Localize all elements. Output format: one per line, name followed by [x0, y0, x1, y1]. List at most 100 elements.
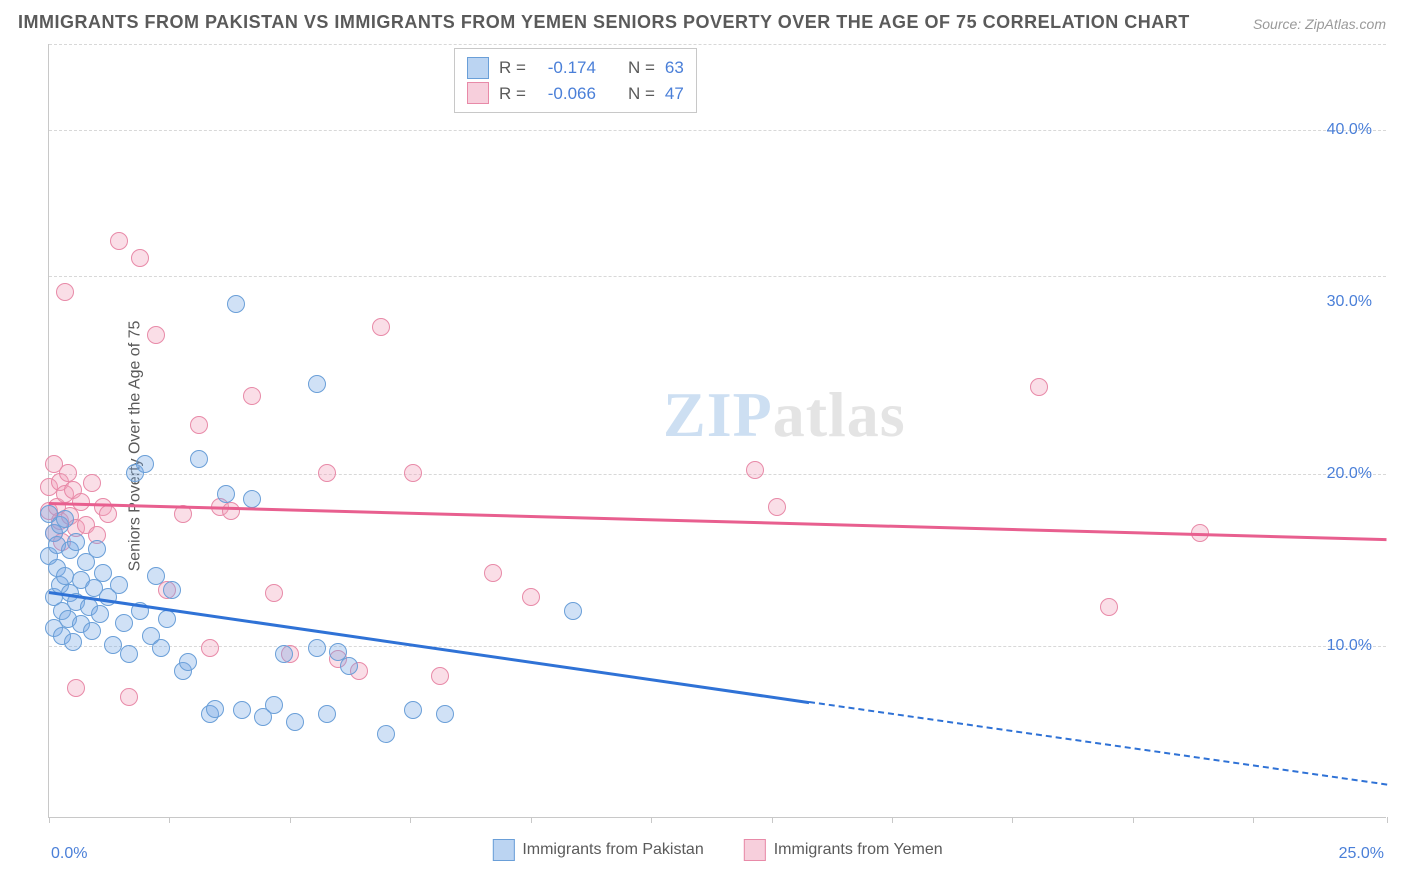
watermark: ZIPatlas	[663, 378, 906, 452]
n-label: N =	[628, 81, 655, 107]
pakistan-point	[64, 633, 82, 651]
yemen-point	[56, 283, 74, 301]
pakistan-point	[56, 510, 74, 528]
legend-label: Immigrants from Yemen	[774, 841, 943, 859]
gridline	[49, 474, 1386, 475]
pakistan-point	[83, 622, 101, 640]
pakistan-point	[436, 705, 454, 723]
y-tick-label: 30.0%	[1327, 293, 1372, 311]
gridline	[49, 44, 1386, 45]
x-tick	[410, 817, 411, 823]
y-tick-label: 20.0%	[1327, 465, 1372, 483]
x-tick	[1253, 817, 1254, 823]
x-tick	[49, 817, 50, 823]
pakistan-point	[243, 490, 261, 508]
chart-title: IMMIGRANTS FROM PAKISTAN VS IMMIGRANTS F…	[18, 12, 1190, 33]
x-axis-max-label: 25.0%	[1339, 845, 1384, 863]
r-value: -0.174	[536, 55, 596, 81]
yemen-point	[59, 464, 77, 482]
n-value: 47	[665, 81, 684, 107]
gridline	[49, 646, 1386, 647]
gridline	[49, 130, 1386, 131]
source-prefix: Source:	[1253, 16, 1305, 32]
pakistan-point	[233, 701, 251, 719]
yemen-point	[372, 318, 390, 336]
pakistan-point	[190, 450, 208, 468]
yemen-point	[522, 588, 540, 606]
r-label: R =	[499, 55, 526, 81]
pakistan-point	[94, 564, 112, 582]
legend-item: Immigrants from Yemen	[744, 839, 943, 861]
yemen-point	[222, 502, 240, 520]
pakistan-point	[120, 645, 138, 663]
source-attribution: Source: ZipAtlas.com	[1253, 16, 1386, 32]
watermark-zip: ZIP	[663, 379, 773, 450]
yemen-point	[746, 461, 764, 479]
pakistan-point	[88, 540, 106, 558]
yemen-point	[120, 688, 138, 706]
yemen-point	[131, 249, 149, 267]
series-legend: Immigrants from Pakistan Immigrants from …	[492, 839, 942, 861]
yemen-point	[190, 416, 208, 434]
gridline	[49, 276, 1386, 277]
pakistan-point	[340, 657, 358, 675]
pakistan-point	[308, 375, 326, 393]
x-tick	[169, 817, 170, 823]
yemen-point	[201, 639, 219, 657]
correlation-legend-box: R =-0.174N =63R =-0.066N =47	[454, 48, 697, 113]
correlation-row: R =-0.174N =63	[467, 55, 684, 81]
pakistan-point	[163, 581, 181, 599]
legend-swatch	[492, 839, 514, 861]
pakistan-point	[152, 639, 170, 657]
yemen-trendline	[49, 502, 1387, 541]
correlation-row: R = -0.066 N = 47	[467, 81, 684, 107]
r-label: R =	[499, 81, 526, 107]
pakistan-point	[147, 567, 165, 585]
legend-swatch	[467, 82, 489, 104]
yemen-point	[265, 584, 283, 602]
yemen-point	[1030, 378, 1048, 396]
pakistan-point	[318, 705, 336, 723]
legend-swatch	[744, 839, 766, 861]
pakistan-point	[206, 700, 224, 718]
pakistan-trendline-extrapolated	[809, 701, 1387, 786]
x-tick	[1387, 817, 1388, 823]
pakistan-point	[110, 576, 128, 594]
x-tick	[772, 817, 773, 823]
pakistan-point	[564, 602, 582, 620]
source-link[interactable]: ZipAtlas.com	[1305, 16, 1386, 32]
yemen-point	[99, 505, 117, 523]
n-label: N =	[628, 55, 655, 81]
pakistan-point	[115, 614, 133, 632]
r-value: -0.066	[536, 81, 596, 107]
x-tick	[892, 817, 893, 823]
yemen-point	[147, 326, 165, 344]
pakistan-point	[158, 610, 176, 628]
yemen-point	[243, 387, 261, 405]
x-tick	[651, 817, 652, 823]
yemen-point	[110, 232, 128, 250]
yemen-point	[431, 667, 449, 685]
pakistan-point	[308, 639, 326, 657]
pakistan-point	[286, 713, 304, 731]
pakistan-point	[56, 567, 74, 585]
pakistan-point	[227, 295, 245, 313]
pakistan-point	[265, 696, 283, 714]
legend-item: Immigrants from Pakistan	[492, 839, 703, 861]
yemen-point	[83, 474, 101, 492]
yemen-point	[768, 498, 786, 516]
x-tick	[290, 817, 291, 823]
yemen-point	[67, 679, 85, 697]
pakistan-point	[404, 701, 422, 719]
watermark-atlas: atlas	[773, 379, 906, 450]
yemen-point	[1100, 598, 1118, 616]
chart-plot-area: ZIPatlas R =-0.174N =63R =-0.066N =47 0.…	[48, 44, 1386, 818]
x-tick	[1133, 817, 1134, 823]
pakistan-point	[217, 485, 235, 503]
y-tick-label: 40.0%	[1327, 121, 1372, 139]
pakistan-point	[179, 653, 197, 671]
pakistan-point	[377, 725, 395, 743]
yemen-point	[318, 464, 336, 482]
yemen-point	[404, 464, 422, 482]
x-tick	[531, 817, 532, 823]
